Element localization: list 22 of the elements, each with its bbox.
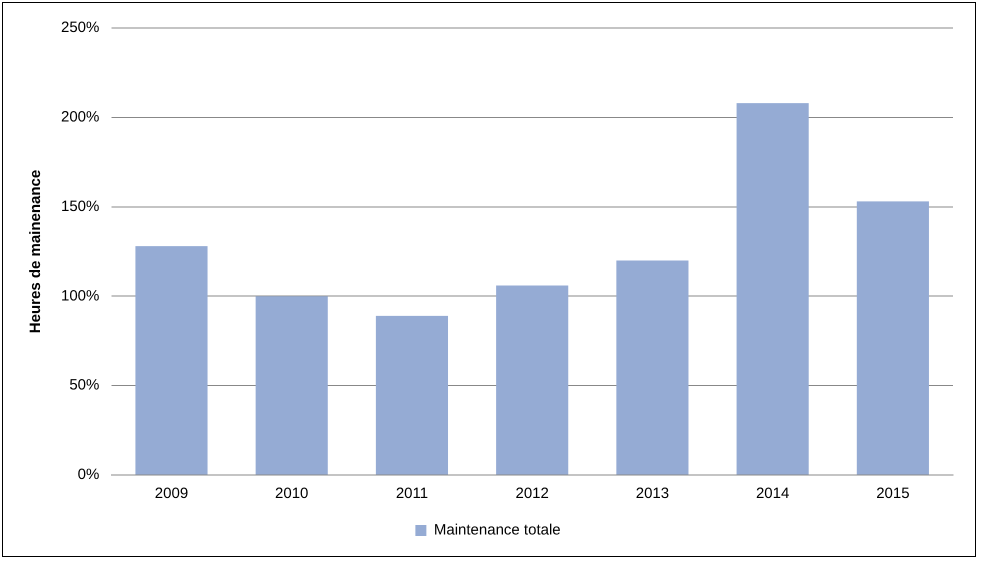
bar (376, 316, 448, 474)
y-tick-label: 200% (60, 108, 100, 126)
bar (135, 246, 208, 474)
x-tick-label: 2012 (515, 485, 549, 502)
y-tick-label: 250% (60, 19, 100, 36)
bar (496, 285, 568, 474)
x-tick-label: 2009 (154, 485, 188, 502)
x-tick-label: 2013 (636, 485, 670, 502)
x-tick-label: 2011 (396, 485, 428, 502)
y-tick-label: 0% (78, 466, 100, 484)
bar (256, 296, 328, 474)
x-tick-label: 2010 (275, 485, 308, 502)
x-tick-label: 2015 (876, 485, 910, 502)
x-tick-label: 2014 (756, 485, 790, 502)
y-tick-label: 150% (60, 198, 100, 215)
bar (856, 201, 929, 474)
y-tick-label: 100% (60, 287, 100, 304)
bar (736, 103, 809, 474)
y-axis-title: Heures de mainenance (27, 170, 44, 334)
bar (616, 260, 688, 474)
legend-label: Maintenance totale (434, 522, 561, 539)
y-tick-label: 50% (69, 376, 100, 394)
